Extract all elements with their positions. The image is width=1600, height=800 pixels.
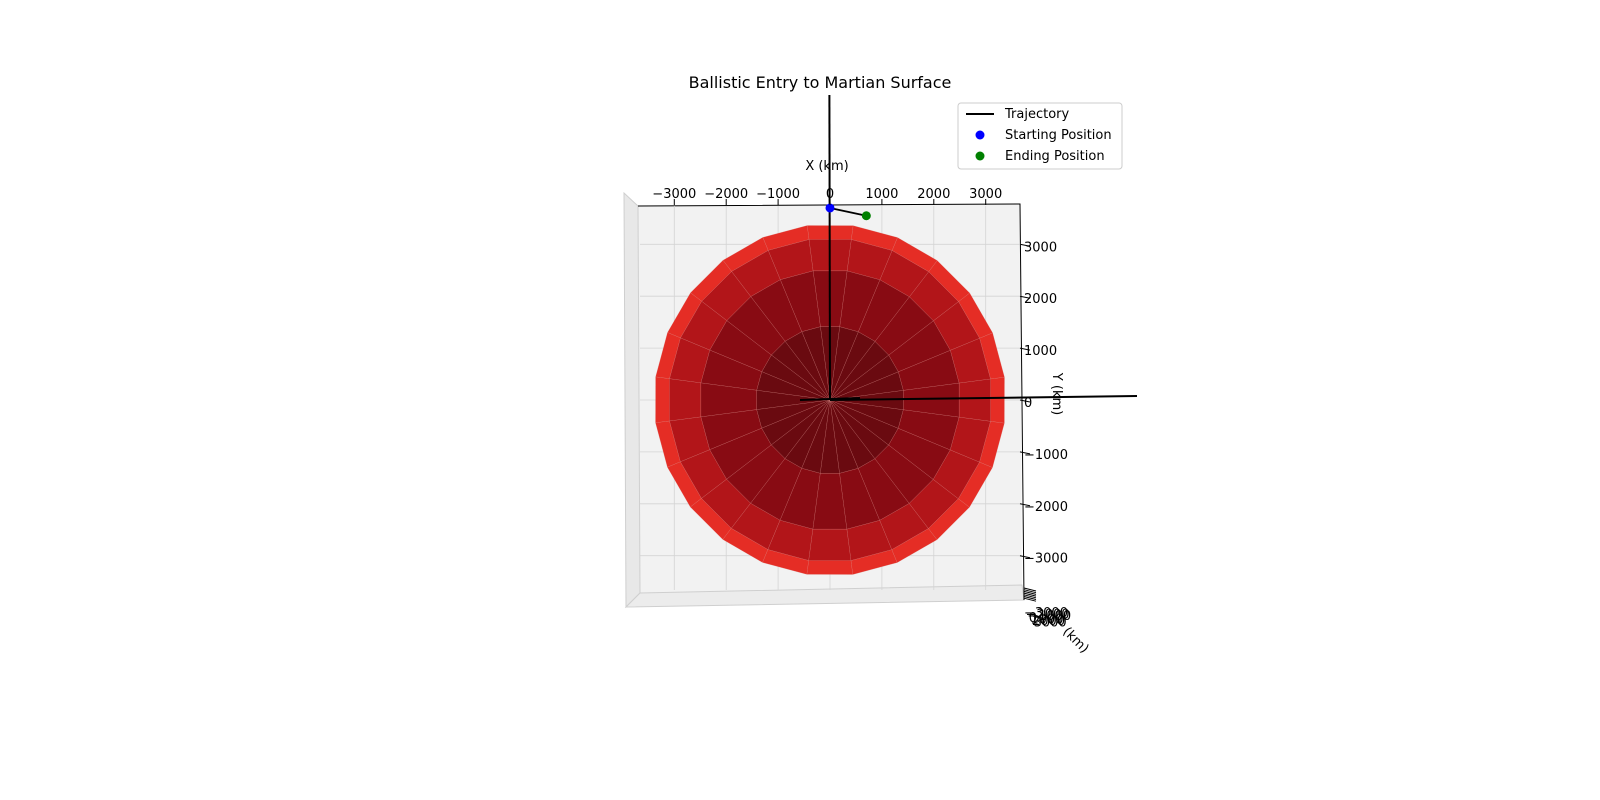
surface-facet xyxy=(655,376,670,424)
y-tick-label: −3000 xyxy=(1024,552,1068,567)
legend: Trajectory Starting Position Ending Posi… xyxy=(957,102,1123,170)
z-tick-mark xyxy=(1023,592,1037,597)
surface-facet xyxy=(806,560,854,575)
y-tick-label: 2000 xyxy=(1024,292,1057,307)
surface-facet xyxy=(958,378,991,422)
z-tick-label: 1000 xyxy=(1030,612,1063,627)
y-axis-label: Y (km) xyxy=(1049,372,1064,415)
y-tick-mark xyxy=(1019,347,1031,351)
y-axis-line xyxy=(829,395,1138,401)
ending-position-point xyxy=(861,211,871,221)
trajectory-line xyxy=(829,207,867,217)
x-tick-label: 1000 xyxy=(865,187,898,202)
z-tick-label: 2000 xyxy=(1032,614,1065,629)
floor-pane xyxy=(624,584,1025,608)
x-axis-label: X (km) xyxy=(805,159,848,174)
chart-title: Ballistic Entry to Martian Surface xyxy=(689,73,952,92)
z-tick-mark xyxy=(1023,587,1037,592)
mars-surface xyxy=(655,225,1005,575)
y-tick-label: 3000 xyxy=(1024,240,1057,255)
legend-start-label: Starting Position xyxy=(1005,128,1112,143)
y-tick-mark xyxy=(1019,503,1031,507)
origin-axes-lines xyxy=(799,94,1138,401)
starting-position-point xyxy=(825,203,835,213)
y-tick-label: 1000 xyxy=(1024,344,1057,359)
axis-ticks: −3000 −2000 −1000 0 1000 2000 3000300020001000… xyxy=(652,187,1071,631)
x-tick-label: −1000 xyxy=(756,187,800,202)
legend-start-swatch xyxy=(975,130,985,140)
side-pane-left xyxy=(623,191,641,609)
z-tick-label: 3000 xyxy=(1034,616,1067,631)
y-tick-mark xyxy=(1019,399,1031,403)
z-tick-label: −1000 xyxy=(1027,609,1071,624)
surface-facet xyxy=(669,378,702,422)
legend-end-label: Ending Position xyxy=(1005,149,1105,164)
surface-facet xyxy=(990,376,1005,424)
y-tick-mark xyxy=(1019,295,1031,299)
y-tick-label: −1000 xyxy=(1024,448,1068,463)
z-tick-mark xyxy=(1023,594,1037,599)
surface-facet xyxy=(808,528,852,561)
x-tick-label: 0 xyxy=(826,187,834,202)
y-tick-label: 0 xyxy=(1024,396,1032,411)
legend-end-swatch xyxy=(975,151,985,161)
z-tick-label: −3000 xyxy=(1024,606,1068,621)
y-tick-mark xyxy=(1019,555,1031,559)
z-tick-mark xyxy=(1023,589,1037,594)
z-axis-line xyxy=(799,397,861,401)
z-tick-mark xyxy=(1023,596,1037,600)
z-tick-label: −2000 xyxy=(1026,608,1070,623)
y-tick-mark xyxy=(1019,243,1031,247)
z-axis-label: (km) xyxy=(1059,624,1091,656)
pane-border xyxy=(637,203,1025,601)
x-tick-label: 2000 xyxy=(917,187,950,202)
y-tick-mark xyxy=(1019,451,1031,455)
z-tick-mark xyxy=(1023,597,1037,602)
x-tick-label: 3000 xyxy=(969,187,1002,202)
y-tick-label: −2000 xyxy=(1024,500,1068,515)
legend-frame xyxy=(957,102,1123,170)
legend-trajectory-label: Trajectory xyxy=(1004,107,1069,122)
z-tick-label: 0 xyxy=(1029,611,1037,626)
z-tick-mark xyxy=(1023,590,1037,595)
trajectory-marks xyxy=(825,203,871,221)
x-tick-label: −3000 xyxy=(652,187,696,202)
x-axis-line xyxy=(828,94,831,401)
x-tick-label: −2000 xyxy=(704,187,748,202)
